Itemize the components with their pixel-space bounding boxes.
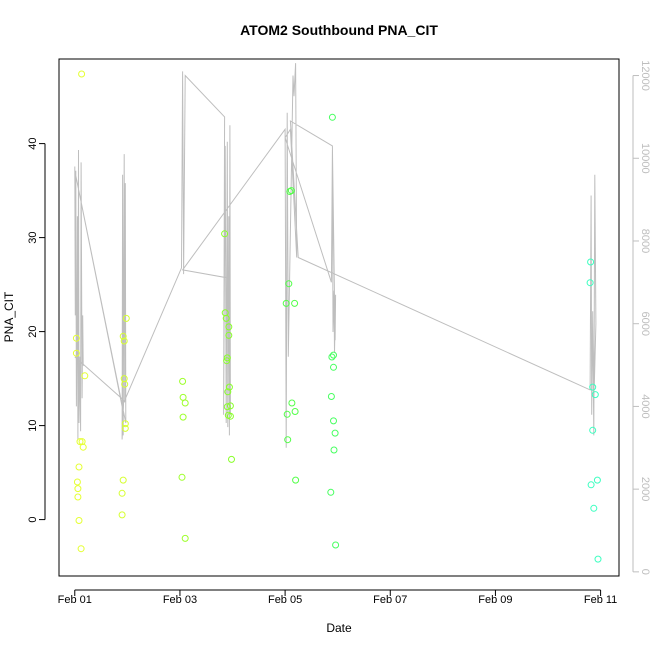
- y-tick-label: 0: [27, 517, 39, 523]
- data-point: [587, 481, 595, 489]
- data-point: [225, 323, 233, 331]
- data-point: [224, 388, 232, 396]
- y-tick-label: 30: [27, 231, 39, 243]
- data-point: [330, 351, 337, 359]
- y-axis-label: PNA_CIT: [2, 291, 16, 342]
- data-point: [332, 541, 340, 549]
- y2-tick-label: 0: [639, 569, 650, 575]
- y2-tick-label: 2000: [639, 477, 650, 501]
- data-point: [72, 334, 80, 342]
- data-point: [225, 383, 233, 391]
- y2-axis: 0 2000 4000 6000 8000 10000 12000: [632, 60, 650, 575]
- data-point: [122, 314, 130, 322]
- data-point: [591, 391, 599, 399]
- data-point: [118, 489, 126, 497]
- data-point: [222, 314, 230, 322]
- y2-tick-label: 10000: [639, 143, 650, 174]
- data-point: [331, 429, 339, 437]
- x-axis-label: Date: [326, 621, 352, 635]
- data-point: [74, 485, 82, 493]
- x-tick-label: Feb 03: [163, 594, 197, 606]
- data-point: [118, 511, 126, 519]
- data-point: [119, 476, 127, 484]
- x-tick-label: Feb 05: [268, 594, 302, 606]
- data-point: [283, 410, 291, 418]
- y-tick-label: 20: [27, 325, 39, 337]
- y-tick-label: 10: [27, 419, 39, 431]
- data-point: [77, 545, 85, 553]
- data-point: [223, 357, 231, 365]
- data-point: [223, 354, 231, 362]
- data-point: [586, 279, 594, 287]
- x-tick-label: Feb 11: [584, 594, 617, 606]
- data-point: [291, 408, 299, 415]
- y2-tick-label: 6000: [639, 311, 650, 335]
- data-point: [228, 455, 235, 463]
- data-point: [594, 555, 602, 563]
- data-point: [179, 413, 187, 421]
- data-point: [78, 70, 86, 78]
- data-points-layer: [72, 70, 602, 563]
- data-point: [328, 113, 336, 121]
- data-point: [226, 412, 234, 420]
- data-point: [226, 402, 234, 410]
- data-point: [178, 473, 186, 481]
- data-point: [119, 332, 127, 340]
- chart-title: ATOM2 Southbound PNA_CIT: [240, 22, 438, 38]
- data-point: [221, 230, 229, 238]
- plot-frame: [58, 58, 620, 577]
- data-point: [589, 383, 597, 391]
- data-point: [328, 353, 336, 361]
- y-tick-label: 40: [27, 137, 39, 149]
- data-point: [292, 476, 300, 484]
- data-point: [121, 424, 129, 432]
- data-point: [327, 488, 335, 496]
- x-tick-label: Feb 09: [478, 594, 512, 606]
- data-point: [291, 299, 299, 307]
- x-tick-label: Feb 01: [58, 594, 92, 606]
- data-point: [181, 399, 189, 407]
- data-point: [73, 478, 81, 486]
- secondary-trace-layer: [74, 63, 597, 448]
- x-axis: Feb 01 Feb 03 Feb 05 Feb 07 Feb 09 Feb 11: [58, 589, 617, 606]
- data-point: [330, 363, 337, 371]
- data-point: [223, 403, 231, 411]
- data-point: [593, 476, 601, 484]
- data-point: [181, 534, 189, 542]
- y2-tick-label: 4000: [639, 394, 650, 418]
- x-tick-label: Feb 07: [373, 594, 407, 606]
- data-point: [72, 349, 80, 357]
- data-point: [121, 420, 129, 428]
- data-point: [120, 337, 128, 345]
- y-axis: 0 10 20 30 40: [27, 137, 46, 523]
- data-point: [74, 493, 82, 501]
- data-point: [287, 187, 295, 195]
- y2-tick-label: 12000: [639, 60, 650, 91]
- data-point: [282, 299, 290, 307]
- data-point: [590, 504, 598, 512]
- data-point: [79, 443, 87, 451]
- data-point: [288, 399, 296, 407]
- data-point: [587, 258, 595, 266]
- y2-tick-label: 8000: [639, 229, 650, 253]
- data-point: [330, 417, 337, 425]
- data-point: [330, 446, 338, 454]
- data-point: [225, 331, 233, 339]
- data-point: [75, 517, 83, 524]
- data-point: [179, 377, 187, 385]
- data-point: [284, 436, 292, 444]
- data-point: [285, 280, 293, 288]
- data-point: [327, 393, 335, 400]
- data-point: [76, 438, 84, 446]
- data-point: [589, 426, 597, 434]
- data-point: [75, 463, 83, 471]
- data-point: [121, 380, 129, 388]
- secondary-trace-line: [74, 63, 597, 448]
- data-point: [81, 372, 89, 380]
